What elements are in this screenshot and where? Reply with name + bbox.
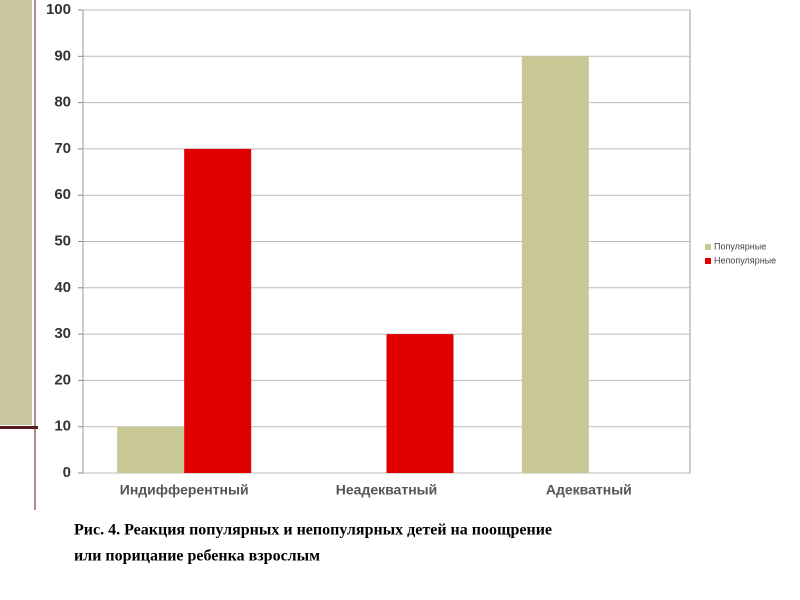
y-tick-label: 30 xyxy=(54,325,71,342)
y-tick-label: 10 xyxy=(54,418,71,435)
legend-label: Популярные xyxy=(714,241,766,251)
legend-swatch xyxy=(705,258,711,264)
x-tick-label: Индифферентный xyxy=(120,482,249,498)
legend-label: Непопулярные xyxy=(714,255,776,265)
side-strip xyxy=(0,0,32,425)
bar xyxy=(117,426,185,473)
bar xyxy=(184,148,252,473)
y-tick-label: 90 xyxy=(54,47,71,64)
y-tick-label: 60 xyxy=(54,186,71,203)
y-tick-label: 50 xyxy=(54,232,71,249)
bar xyxy=(386,334,454,473)
x-tick-label: Неадекватный xyxy=(336,482,437,498)
side-rule xyxy=(0,426,38,429)
y-tick-label: 0 xyxy=(63,464,71,481)
legend-swatch xyxy=(705,244,711,250)
caption-line: или порицание ребенка взрослым xyxy=(74,548,320,565)
x-tick-label: Адекватный xyxy=(546,482,632,498)
y-tick-label: 40 xyxy=(54,279,71,296)
bar xyxy=(521,56,589,474)
y-tick-label: 80 xyxy=(54,94,71,111)
caption-line: Рис. 4. Реакция популярных и непопулярны… xyxy=(74,522,552,539)
y-tick-label: 100 xyxy=(46,1,71,18)
y-tick-label: 70 xyxy=(54,140,71,157)
y-tick-label: 20 xyxy=(54,371,71,388)
